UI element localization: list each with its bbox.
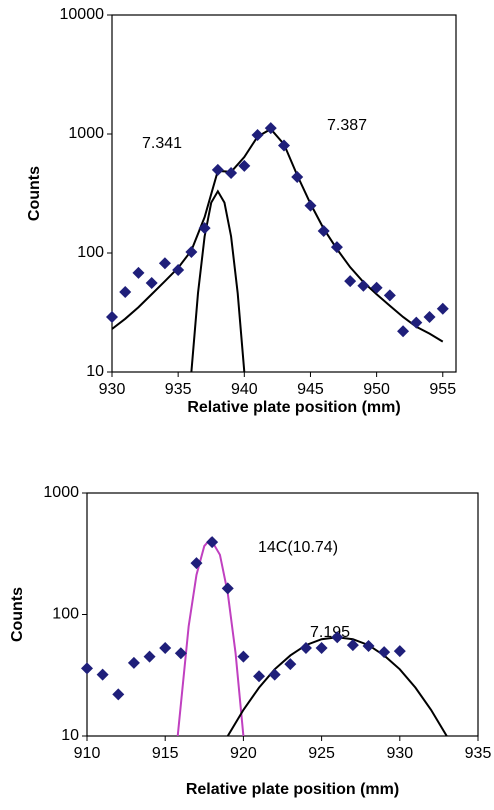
x-tick-label: 915: [152, 745, 179, 762]
x-tick-label: 925: [308, 745, 335, 762]
data-point: [106, 310, 118, 323]
y-tick-label: 10: [61, 727, 79, 744]
y-axis-label: Counts: [9, 587, 26, 642]
data-point: [185, 245, 198, 258]
annotation: 14C(10.74): [258, 539, 338, 556]
x-tick-label: 940: [231, 381, 258, 398]
data-point: [370, 281, 383, 294]
y-tick-label: 100: [77, 244, 104, 261]
data-point: [174, 647, 187, 660]
data-point: [237, 650, 250, 663]
x-tick-label: 945: [297, 381, 324, 398]
annotation: 7.387: [327, 117, 367, 134]
y-axis-label: Counts: [26, 166, 43, 221]
chart: 10 100 1000 10000 930 935 940 945 950 955 Relative…: [26, 6, 457, 416]
data-point: [198, 222, 211, 235]
data-point: [132, 266, 145, 279]
data-point: [291, 171, 304, 184]
data-point: [284, 658, 297, 671]
data-point: [251, 129, 264, 142]
plot-frame: [111, 14, 457, 373]
data-point: [143, 650, 156, 663]
data-point: [221, 582, 234, 595]
x-axis-label: Relative plate position (mm): [187, 399, 400, 416]
data-point: [357, 279, 370, 292]
data-point: [159, 642, 172, 655]
fit-line: [112, 127, 444, 343]
plot-area: [112, 127, 444, 372]
y-tick-label: 1000: [68, 125, 104, 142]
x-tick-label: 920: [230, 745, 257, 762]
data-point: [423, 310, 436, 323]
data-point: [436, 302, 449, 315]
data-point: [410, 316, 423, 329]
x-tick-label: 930: [99, 381, 126, 398]
y-tick-label: 10: [86, 363, 104, 380]
x-axis-label: Relative plate position (mm): [186, 781, 399, 798]
x-tick-label: 950: [363, 381, 390, 398]
data-point: [278, 139, 290, 152]
data-point: [190, 557, 203, 570]
data-point: [112, 688, 125, 701]
data-point: [172, 263, 185, 276]
data-point: [81, 662, 93, 675]
data-point: [96, 668, 109, 681]
data-point: [119, 286, 132, 299]
data-point: [330, 241, 343, 254]
data-point: [362, 640, 375, 653]
fit-line: [226, 636, 448, 736]
data-point: [211, 163, 224, 176]
data-point: [393, 645, 406, 658]
data-point: [238, 159, 251, 172]
x-tick-label: 930: [386, 745, 413, 762]
data-point: [344, 275, 357, 288]
data-point: [378, 646, 391, 659]
fit-line: [190, 189, 246, 372]
data-point: [158, 257, 171, 270]
data-point: [206, 536, 219, 549]
fit-line: [176, 537, 245, 736]
data-point: [264, 122, 277, 135]
data-point: [145, 276, 158, 289]
x-tick-label: 955: [429, 381, 456, 398]
data-point: [304, 199, 317, 212]
annotation: 7.341: [142, 135, 182, 152]
data-point: [317, 225, 330, 238]
y-tick-label: 10000: [60, 6, 105, 23]
data-point: [268, 668, 281, 681]
data-point: [225, 167, 238, 180]
data-point: [127, 656, 140, 669]
x-tick-label: 935: [465, 745, 492, 762]
data-point: [346, 639, 359, 652]
data-point: [397, 325, 410, 338]
x-tick-label: 935: [165, 381, 192, 398]
plot-frame: [86, 492, 479, 737]
data-point: [383, 289, 396, 302]
x-tick-label: 910: [74, 745, 101, 762]
y-tick-label: 1000: [43, 484, 79, 501]
data-point: [315, 642, 328, 655]
data-point: [331, 631, 344, 644]
chart: 10 100 1000 910 915 920 925 930 935 Relative plat…: [9, 484, 491, 798]
data-point: [253, 670, 266, 683]
y-tick-label: 100: [52, 606, 79, 623]
data-point: [299, 642, 312, 655]
